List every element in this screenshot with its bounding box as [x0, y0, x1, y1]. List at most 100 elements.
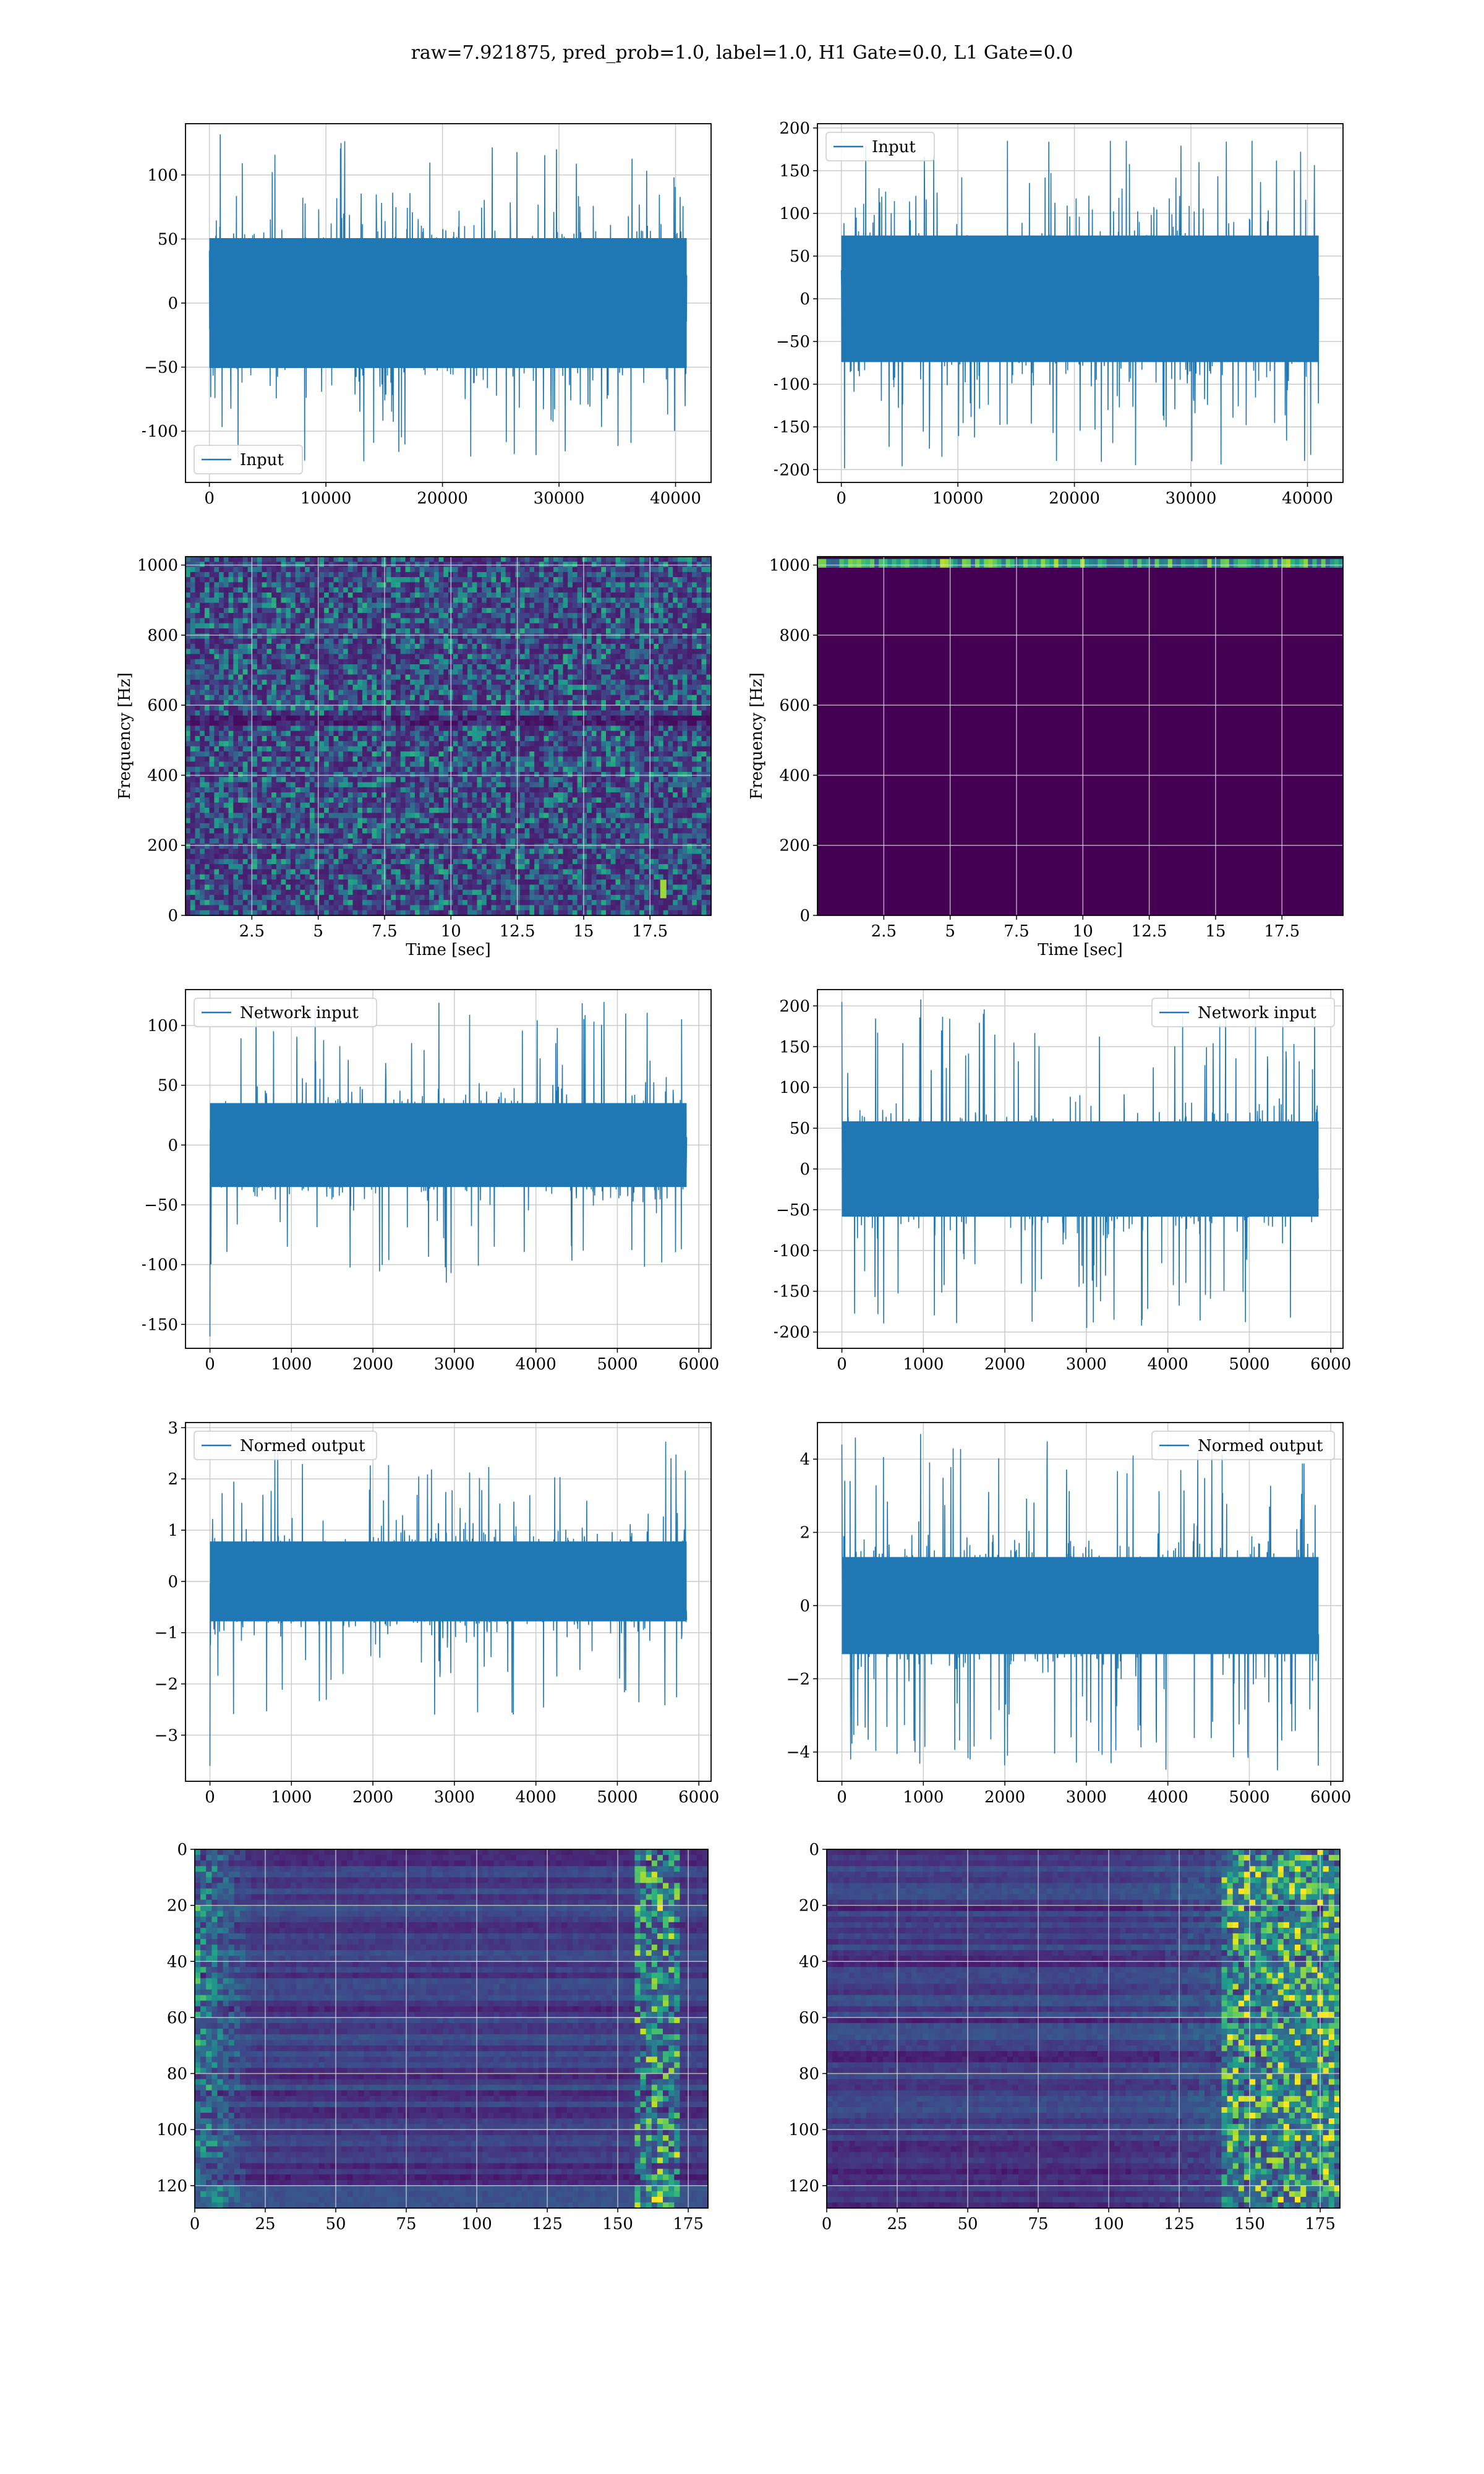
- heatmap-cell: [482, 613, 487, 618]
- heatmap-cell: [362, 823, 368, 829]
- heatmap-cell: [429, 802, 435, 808]
- heatmap-cell: [458, 818, 463, 824]
- heatmap-cell: [482, 685, 487, 690]
- heatmap-cell: [458, 813, 463, 819]
- heatmap-cell: [276, 818, 282, 824]
- heatmap-cell: [204, 726, 210, 732]
- heatmap-cell: [372, 607, 377, 614]
- heatmap-cell: [429, 849, 435, 855]
- heatmap-cell: [482, 679, 487, 685]
- heatmap-cell: [247, 884, 253, 891]
- heatmap-cell: [467, 710, 473, 716]
- heatmap-cell: [271, 628, 277, 634]
- heatmap-cell: [433, 587, 440, 593]
- heatmap-cell: [209, 695, 215, 701]
- heatmap-cell: [472, 828, 477, 834]
- heatmap-cell: [482, 602, 487, 609]
- heatmap-cell: [386, 700, 391, 706]
- heatmap-cell: [472, 649, 477, 654]
- heatmap-cell: [482, 772, 487, 777]
- heatmap-cell: [477, 679, 482, 685]
- heatmap-cell: [281, 602, 286, 609]
- heatmap-cell: [505, 910, 511, 916]
- heatmap-cell: [281, 889, 286, 896]
- heatmap-cell: [319, 910, 325, 916]
- heatmap-cell: [501, 557, 506, 562]
- heatmap-cell: [486, 884, 492, 891]
- heatmap-cell: [458, 782, 463, 788]
- heatmap-cell: [405, 618, 411, 624]
- heatmap-cell: [262, 593, 267, 598]
- heatmap-cell: [491, 623, 497, 629]
- heatmap-cell: [314, 557, 320, 562]
- heatmap-cell: [463, 567, 468, 573]
- heatmap-cell: [271, 705, 277, 711]
- heatmap-cell: [295, 597, 301, 604]
- heatmap-cell: [357, 761, 363, 768]
- heatmap-cell: [453, 828, 458, 834]
- heatmap-cell: [396, 736, 401, 742]
- heatmap-cell: [467, 557, 473, 562]
- heatmap-cell: [352, 623, 358, 629]
- heatmap-cell: [209, 864, 215, 870]
- heatmap-cell: [228, 557, 234, 562]
- heatmap-cell: [377, 849, 382, 855]
- heatmap-cell: [419, 833, 425, 839]
- heatmap-cell: [357, 685, 363, 690]
- heatmap-cell: [257, 894, 263, 901]
- heatmap-cell: [200, 695, 205, 701]
- heatmap-cell: [286, 808, 291, 813]
- heatmap-cell: [271, 910, 277, 916]
- heatmap-cell: [496, 880, 501, 885]
- heatmap-cell: [295, 772, 301, 777]
- heatmap-cell: [267, 577, 272, 583]
- heatmap-cell: [314, 674, 320, 680]
- heatmap-cell: [190, 607, 195, 614]
- heatmap-cell: [433, 618, 440, 624]
- heatmap-cell: [286, 746, 291, 752]
- heatmap-cell: [419, 710, 425, 716]
- heatmap-cell: [319, 562, 325, 568]
- heatmap-cell: [377, 756, 382, 762]
- heatmap-cell: [204, 654, 210, 660]
- heatmap-cell: [443, 833, 449, 839]
- heatmap-cell: [300, 894, 305, 901]
- heatmap-cell: [491, 695, 497, 701]
- heatmap-cell: [391, 654, 396, 660]
- heatmap-cell: [491, 777, 497, 783]
- heatmap-cell: [291, 690, 296, 696]
- heatmap-cell: [228, 571, 234, 578]
- heatmap-cell: [305, 844, 310, 849]
- heatmap-cell: [328, 802, 335, 808]
- y-tick-label: 50: [790, 247, 810, 266]
- heatmap-cell: [367, 751, 372, 757]
- heatmap-cell: [410, 838, 416, 844]
- heatmap-cell: [281, 582, 286, 588]
- heatmap-cell: [291, 705, 296, 711]
- heatmap-cell: [414, 833, 420, 839]
- heatmap-cell: [438, 690, 444, 696]
- heatmap-cell: [214, 618, 220, 624]
- heatmap-cell: [410, 654, 416, 660]
- heatmap-cell: [300, 772, 305, 777]
- heatmap-cell: [338, 674, 344, 680]
- heatmap-cell: [438, 736, 444, 742]
- heatmap-cell: [252, 613, 258, 618]
- heatmap-cell: [486, 756, 492, 762]
- heatmap-cell: [510, 741, 516, 747]
- heatmap-cell: [496, 910, 501, 916]
- heatmap-cell: [482, 654, 487, 660]
- heatmap-cell: [286, 736, 291, 742]
- heatmap-cell: [419, 787, 425, 793]
- heatmap-cell: [486, 797, 492, 803]
- heatmap-cell: [386, 562, 391, 568]
- heatmap-cell: [419, 854, 425, 860]
- heatmap-cell: [190, 880, 195, 885]
- heatmap-cell: [276, 741, 282, 747]
- heatmap-cell: [281, 884, 286, 891]
- heatmap-cell: [233, 849, 239, 855]
- heatmap-cell: [343, 623, 349, 629]
- heatmap-cell: [324, 828, 330, 834]
- heatmap-cell: [367, 874, 372, 880]
- heatmap-cell: [372, 643, 377, 649]
